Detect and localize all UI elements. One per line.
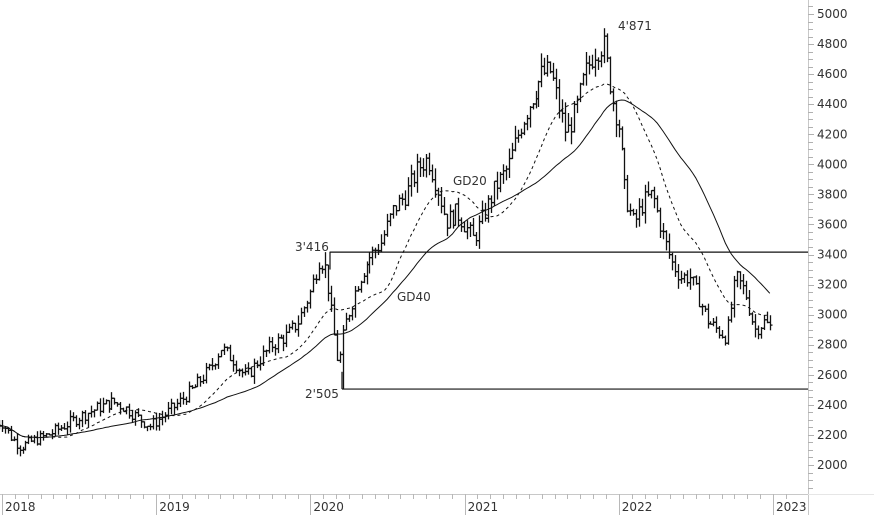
y-tick-label: 4200 (817, 127, 848, 141)
y-tick-label: 3000 (817, 308, 848, 322)
gd20-line (0, 83, 770, 439)
y-tick-label: 3800 (817, 187, 848, 201)
x-tick-label: 2018 (5, 500, 36, 514)
y-tick-label: 2000 (817, 458, 848, 472)
plot-area (0, 28, 773, 457)
y-tick-label: 4000 (817, 157, 848, 171)
y-axis: 2000 2200 2400 2600 2800 3000 3200 3400 3600 3800… (808, 0, 874, 515)
y-tick-label: 2800 (817, 338, 848, 352)
y-tick-label: 3400 (817, 248, 848, 262)
x-tick-label: 2021 (468, 500, 499, 514)
x-tick-label: 2023 (776, 500, 807, 514)
y-tick-label: 2400 (817, 398, 848, 412)
y-tick-label: 4400 (817, 97, 848, 111)
y-tick-label: 3600 (817, 217, 848, 231)
x-axis: 2018 2019 2020 2021 2022 2023 (0, 494, 808, 515)
x-tick-label: 2022 (622, 500, 653, 514)
y-tick-label: 4600 (817, 67, 848, 81)
high-annotation: 4'871 (618, 19, 652, 33)
y-tick-label: 4800 (817, 37, 848, 51)
support-annotation: 2'505 (305, 387, 339, 401)
gd20-label: GD20 (453, 174, 487, 188)
gd40-line (0, 99, 771, 439)
y-tick-label: 3200 (817, 278, 848, 292)
gd40-label: GD40 (397, 290, 431, 304)
resistance-annotation: 3'416 (295, 240, 329, 254)
y-tick-label: 2600 (817, 368, 848, 382)
y-tick-label: 2200 (817, 428, 848, 442)
x-tick-label: 2020 (313, 500, 344, 514)
horizontal-levels (329, 251, 808, 390)
y-tick-label: 5000 (817, 7, 848, 21)
x-tick-label: 2019 (159, 500, 190, 514)
